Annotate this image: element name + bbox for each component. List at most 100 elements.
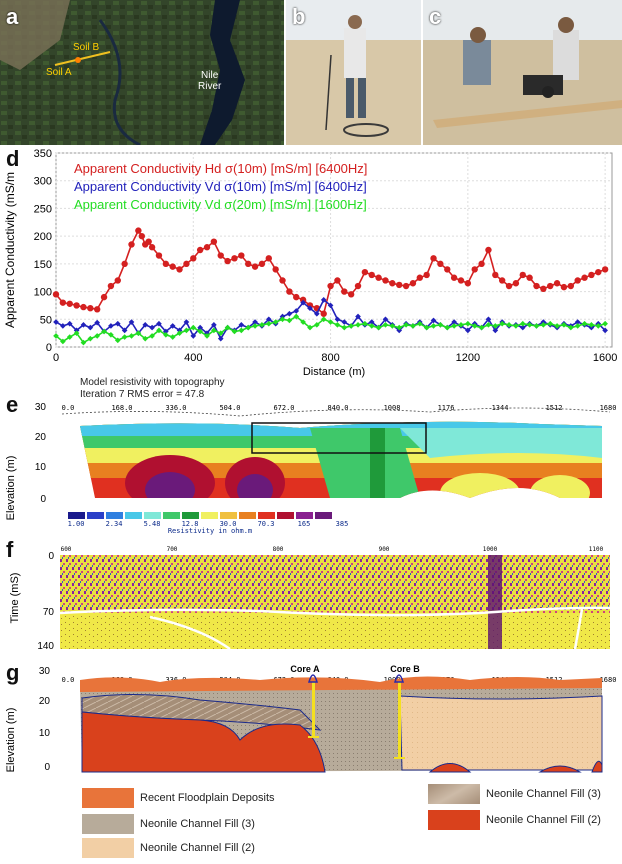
data-point [53, 319, 59, 325]
data-point [251, 263, 259, 270]
data-point [169, 263, 176, 270]
data-point [348, 323, 354, 329]
data-point [410, 323, 416, 329]
e-scale-swatch [258, 512, 275, 519]
data-point [293, 308, 300, 314]
g-distance-label: 0.0 [62, 676, 75, 684]
data-point [101, 328, 107, 335]
data-point [437, 260, 444, 268]
g-fill2-red-right [428, 760, 603, 773]
data-point [121, 327, 128, 334]
x-tick-label: 1200 [456, 352, 480, 364]
data-point [444, 266, 451, 273]
e-scale-swatch [87, 512, 104, 519]
e-scale-swatch [315, 512, 332, 519]
data-point [601, 266, 609, 273]
conductivity-chart: 0 50 100 150 200 250 300 350 0 400 800 1200 1600 Appa… [3, 148, 617, 378]
data-point [307, 305, 313, 312]
data-point [464, 280, 472, 287]
data-point [334, 277, 341, 284]
legend-entry: Apparent Conductivity Hd σ(10m) [mS/m] [… [74, 161, 367, 176]
data-point [265, 320, 272, 327]
data-point [314, 310, 320, 317]
data-point [80, 339, 87, 346]
e-ytick-10: 10 [35, 462, 47, 473]
data-point [430, 255, 437, 262]
f-x-tick-label: 600 [61, 546, 72, 553]
legend-label-fill2-red: Neonile Channel Fill (2) [486, 814, 601, 826]
e-resistivity-fill [80, 421, 602, 498]
data-point [265, 255, 272, 262]
data-point [210, 238, 218, 245]
core-a-marker-icon [308, 674, 318, 683]
data-point [145, 238, 152, 245]
data-point [567, 324, 574, 331]
data-point [211, 327, 217, 334]
e-scale-label: 70.3 [258, 520, 275, 528]
core-a-bar [312, 682, 315, 737]
e-ytick-20: 20 [35, 432, 47, 443]
data-point [231, 255, 238, 262]
data-point [362, 320, 368, 327]
data-point [73, 330, 80, 336]
g-fill2-red [81, 711, 326, 773]
g-ylabel: Elevation (m) [5, 708, 17, 773]
legend-swatch-fill2-light [82, 838, 134, 858]
data-point [485, 322, 492, 328]
data-point [135, 227, 142, 234]
e-distance-label: 0.0 [62, 404, 75, 412]
legend-swatch-floodplain [82, 788, 134, 808]
y-tick-label: 250 [34, 203, 52, 215]
data-point [176, 266, 183, 273]
data-point [279, 277, 286, 284]
data-point [389, 323, 396, 329]
data-point [108, 323, 114, 329]
data-point [334, 322, 341, 328]
data-point [183, 327, 190, 334]
data-point [368, 271, 375, 279]
data-point [286, 310, 293, 317]
e-scale-label: 385 [336, 520, 349, 528]
data-point [574, 319, 581, 325]
data-point [416, 274, 424, 281]
data-point [602, 320, 608, 327]
data-point [498, 277, 506, 284]
model-title-line2: Iteration 7 RMS error = 47.8 [80, 389, 205, 400]
data-point [272, 319, 279, 325]
core-b-label: Core B [390, 664, 420, 674]
data-point [451, 323, 457, 329]
e-distance-label: 1512 [546, 404, 563, 412]
g-floodplain [80, 676, 602, 692]
data-point [121, 334, 128, 340]
data-point [526, 322, 533, 328]
data-point [485, 316, 492, 323]
x-tick-label: 800 [321, 352, 339, 364]
data-point [190, 324, 197, 331]
data-point [512, 280, 520, 287]
e-scale-swatch [68, 512, 85, 519]
data-point [382, 277, 389, 284]
data-point [203, 244, 211, 251]
data-point [355, 322, 361, 328]
data-point [87, 305, 94, 312]
gpr-radargram: Time (mS) 0 70 140 600 700 800 900 1000 1100 [9, 546, 611, 652]
data-point [114, 320, 121, 327]
f-x-tick-label: 900 [379, 546, 390, 553]
data-point [183, 319, 190, 325]
legend-label-fill3-streaked: Neonile Channel Fill (3) [486, 788, 601, 800]
x-tick-label: 1600 [593, 352, 617, 364]
e-scale-label: 165 [298, 520, 311, 528]
core-a-base [308, 736, 319, 738]
data-point [176, 330, 183, 336]
data-point [560, 283, 568, 291]
data-point [341, 324, 348, 331]
data-point [478, 260, 485, 268]
data-point [224, 324, 231, 331]
e-distance-label: 672.0 [273, 404, 294, 412]
data-point [533, 282, 540, 290]
model-title-line1: Model resistivity with topography [80, 377, 225, 388]
e-scale-swatch [201, 512, 218, 519]
data-point [94, 319, 101, 326]
data-point [574, 323, 581, 329]
data-point [320, 316, 327, 323]
